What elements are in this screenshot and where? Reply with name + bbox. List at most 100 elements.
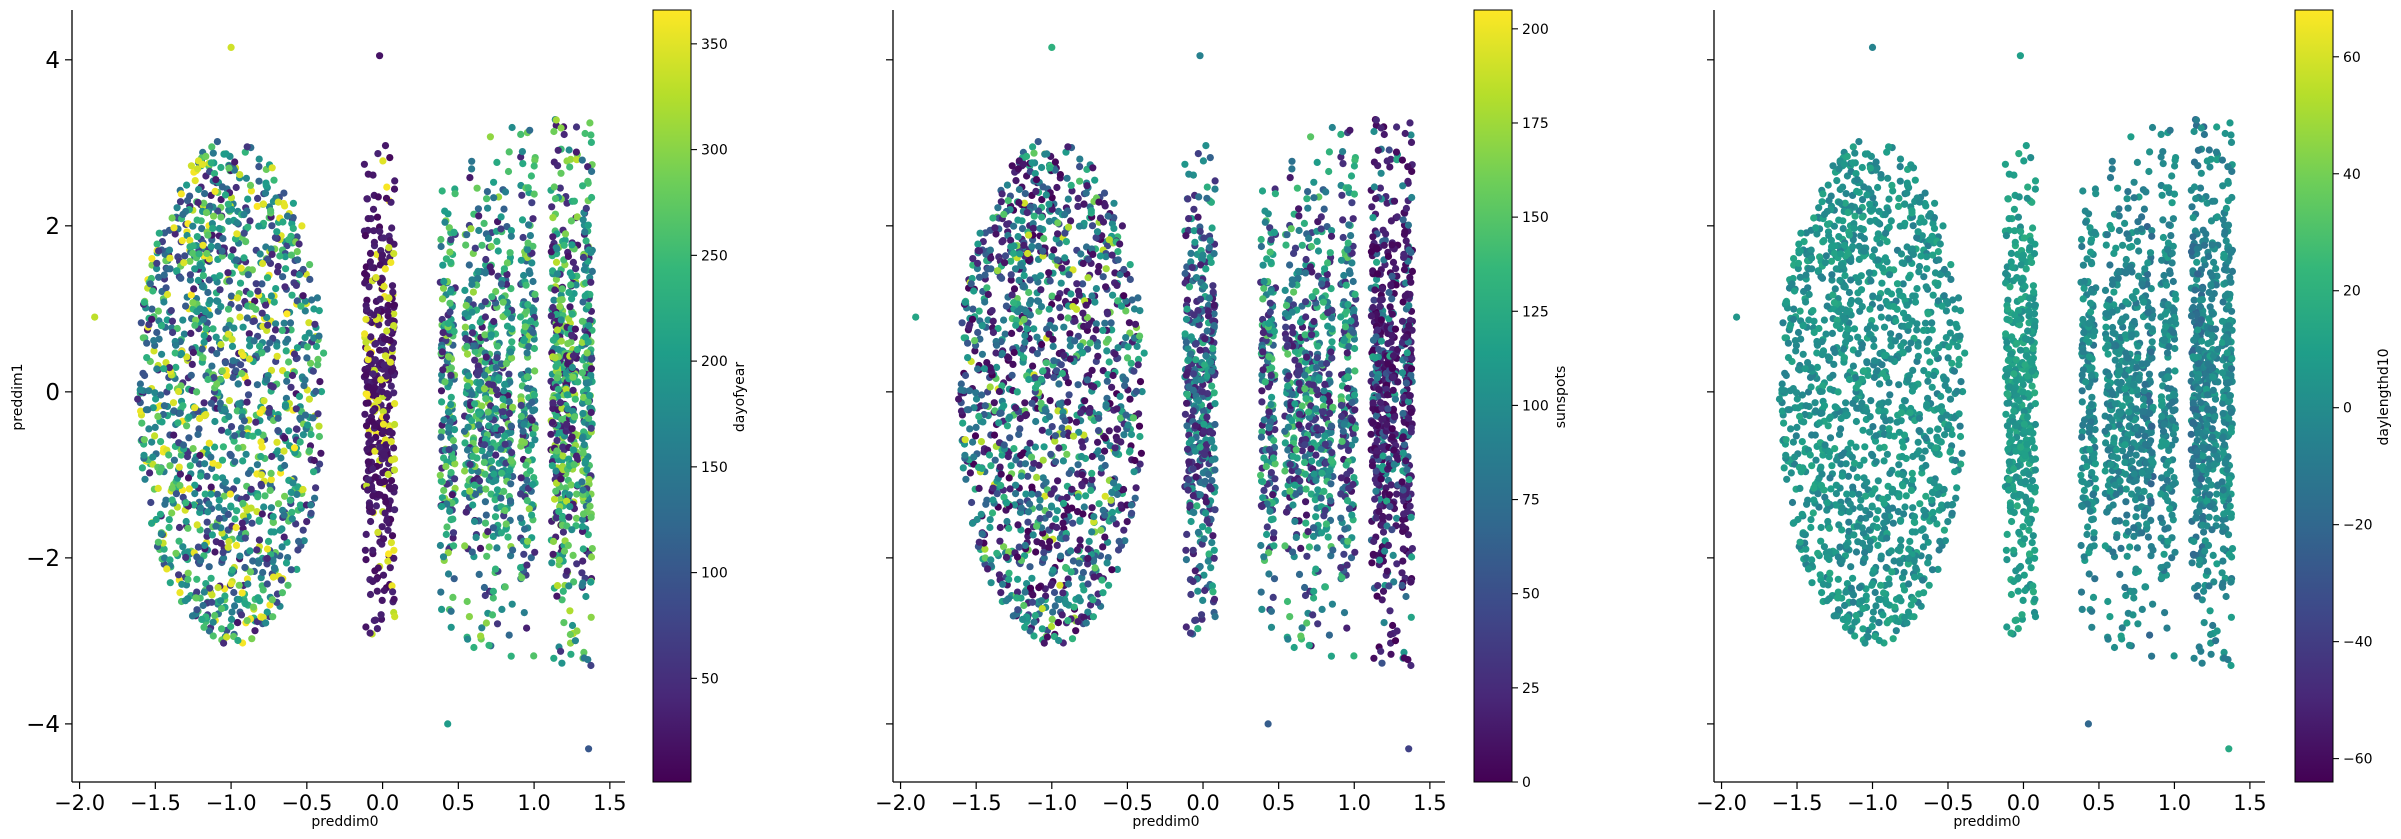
scatter-point [561,230,570,238]
scatter-point [1084,274,1092,282]
scatter-point [207,242,215,251]
scatter-point [191,481,199,489]
x-tick-label: 0.5 [442,791,475,815]
scatter-point [1072,627,1080,635]
scatter-point [462,334,470,343]
scatter-point [213,380,221,388]
scatter-point [1127,501,1135,509]
scatter-point [559,528,568,536]
scatter-point [995,387,1004,396]
scatter-point [993,341,1001,349]
scatter-point [1079,510,1087,518]
scatter-point [379,427,388,435]
scatter-point [370,311,378,319]
scatter-point [437,242,445,251]
scatter-point [436,471,444,479]
scatter-point [501,440,509,448]
scatter-point [1101,533,1109,541]
scatter-point [451,190,459,198]
scatter-point [1088,292,1096,300]
scatter-point [1102,402,1110,410]
scatter-point [208,143,216,151]
scatter-point [175,537,183,545]
scatter-point [1024,508,1033,516]
scatter-point [211,548,219,556]
scatter-point [254,594,262,602]
scatter-point [1015,430,1023,438]
scatter-point [1069,302,1077,311]
scatter-point [484,408,492,416]
scatter-point [295,537,303,545]
scatter-point [1028,159,1036,167]
scatter-point [553,592,561,600]
scatter-point [267,292,275,300]
scatter-point [1046,164,1054,172]
scatter-point [1053,256,1061,264]
panel-1-colorbar [652,9,692,783]
scatter-point [461,286,469,294]
scatter-point [555,556,564,564]
scatter-point [273,228,281,236]
scatter-point [385,294,393,302]
scatter-point [264,255,272,263]
scatter-point [487,331,495,339]
scatter-point [147,498,155,507]
scatter-point [241,563,249,572]
scatter-point [579,545,587,553]
scatter-point [1061,417,1069,425]
scatter-point [149,287,157,295]
scatter-point [297,302,305,310]
scatter-point [1134,361,1142,369]
panel-2-scatter-points [912,43,1416,753]
scatter-point [1056,304,1064,312]
scatter-point [374,397,382,405]
scatter-point [493,342,502,350]
scatter-point [490,194,498,202]
scatter-point [1067,181,1075,189]
scatter-point [465,261,473,269]
scatter-point [235,595,243,604]
scatter-point [1045,200,1053,208]
scatter-point [296,501,304,509]
scatter-point [218,426,226,434]
scatter-point [975,412,983,420]
scatter-point [1094,427,1103,435]
scatter-point [140,298,148,306]
scatter-point [390,546,398,554]
scatter-point [507,422,515,430]
scatter-point [380,535,388,543]
scatter-point [465,372,473,380]
scatter-point [176,198,185,206]
scatter-point [381,509,389,517]
scatter-point [270,298,278,306]
scatter-point [244,391,253,399]
scatter-point [278,543,286,551]
scatter-point [551,286,559,294]
scatter-point [1032,176,1041,184]
scatter-point [566,163,574,171]
scatter-point [301,376,309,384]
scatter-point [289,479,297,487]
scatter-point [1061,229,1069,237]
scatter-point [208,362,216,370]
scatter-point [1068,635,1077,643]
scatter-point [235,581,243,589]
scatter-point [168,509,176,517]
scatter-point [1010,445,1018,453]
scatter-point [276,252,284,260]
scatter-point [569,551,577,560]
scatter-point [437,387,446,395]
scatter-point [299,292,307,300]
scatter-point [523,246,532,254]
scatter-point [373,587,381,595]
scatter-point [197,262,205,270]
scatter-point [1116,240,1124,248]
scatter-point [1088,476,1096,484]
scatter-point [199,601,207,610]
scatter-point [231,458,239,466]
scatter-point [277,576,285,584]
scatter-point [1093,342,1101,350]
scatter-point [525,221,533,229]
scatter-point [194,430,202,438]
scatter-point [374,528,382,537]
